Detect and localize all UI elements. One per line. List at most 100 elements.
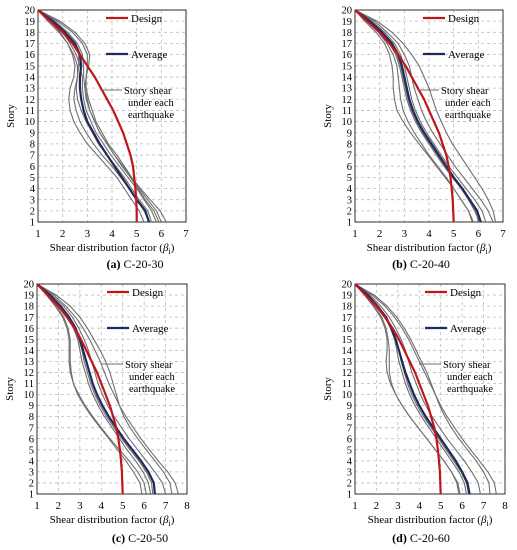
y-tick-label: 13 (25, 84, 36, 95)
x-tick-label: 1 (35, 228, 41, 240)
x-axis-label-symbol: β (162, 242, 169, 254)
y-tick-label: 19 (342, 291, 353, 302)
y-tick-label: 18 (342, 302, 353, 313)
legend-each-label-line3: earthquake (128, 110, 174, 121)
series-line-design (354, 9, 455, 223)
series-line-design (354, 283, 442, 495)
y-tick-label: 9 (29, 401, 34, 412)
x-axis-label-subscript: i (168, 519, 171, 528)
y-tick-label: 15 (342, 61, 353, 72)
x-axis-label-symbol: β (479, 242, 486, 254)
y-tick-label: 16 (25, 50, 36, 61)
y-tick-label: 13 (24, 357, 35, 368)
y-tick-label: 15 (24, 335, 35, 346)
y-tick-label: 14 (24, 346, 35, 357)
y-tick-label: 8 (29, 412, 34, 423)
y-tick-label: 19 (25, 17, 36, 28)
series-line-each (354, 283, 491, 495)
x-tick-label: 7 (163, 500, 169, 512)
x-tick-label: 3 (402, 228, 408, 240)
panel-caption-text: C-20-60 (407, 531, 450, 545)
legend-design-label: Design (448, 13, 480, 25)
x-tick-label: 1 (352, 228, 358, 240)
x-tick-label: 5 (120, 500, 126, 512)
legend-each-label-line3: earthquake (445, 110, 491, 121)
legend-average-label: Average (131, 49, 168, 61)
panel-caption: (d) C-20-60 (392, 531, 450, 545)
x-axis-label-subscript: i (485, 247, 488, 256)
panel-caption-text: C-20-40 (407, 257, 450, 271)
y-axis-label: Story (4, 377, 16, 401)
x-axis-label-end: ) (489, 514, 493, 526)
y-tick-label: 16 (342, 50, 353, 61)
y-tick-label: 4 (347, 456, 353, 467)
y-tick-label: 3 (347, 195, 352, 206)
y-tick-label: 11 (24, 379, 34, 390)
y-tick-label: 3 (30, 195, 35, 206)
x-axis-label-subscript: i (486, 519, 489, 528)
legend-average-label: Average (450, 323, 487, 335)
y-tick-label: 17 (342, 39, 353, 50)
panel-caption-label: (d) (392, 531, 407, 545)
y-tick-label: 6 (30, 162, 35, 173)
x-tick-label: 1 (352, 500, 358, 512)
x-tick-label: 7 (481, 500, 487, 512)
series-line-average (37, 9, 151, 223)
x-axis-label: Shear distribution factor (βi) (50, 514, 175, 528)
legend-each-label-line1: Story shear (124, 86, 172, 97)
y-tick-label: 20 (24, 280, 35, 291)
y-axis-label: Story (5, 104, 17, 128)
y-tick-label: 15 (342, 335, 353, 346)
y-tick-label: 17 (24, 313, 35, 324)
y-tick-label: 10 (25, 117, 36, 128)
x-axis-label-subscript: i (168, 247, 171, 256)
x-tick-label: 2 (374, 500, 380, 512)
x-axis-label-end: ) (171, 242, 175, 254)
y-tick-label: 2 (29, 479, 34, 490)
series-line-each (354, 9, 497, 223)
y-tick-label: 2 (347, 479, 352, 490)
y-tick-label: 19 (24, 291, 35, 302)
y-tick-label: 9 (347, 128, 352, 139)
legend-each-label-line2: under each (128, 98, 175, 109)
series-line-each (36, 283, 147, 495)
panel-caption: (a) C-20-30 (107, 257, 164, 271)
y-tick-label: 17 (25, 39, 36, 50)
x-tick-label: 2 (60, 228, 66, 240)
x-axis-label-end: ) (171, 514, 175, 526)
series-line-each (354, 9, 487, 223)
x-axis-label-end: ) (488, 242, 492, 254)
y-tick-label: 6 (347, 162, 352, 173)
legend-each-label-line3: earthquake (447, 384, 493, 395)
panel-caption-label: (b) (392, 257, 407, 271)
series-line-each (36, 283, 179, 495)
series-line-each (354, 283, 481, 495)
y-tick-label: 3 (347, 467, 352, 478)
y-tick-label: 2 (347, 206, 352, 217)
series-line-each (36, 283, 173, 495)
x-tick-label: 4 (109, 228, 115, 240)
y-tick-label: 18 (25, 28, 36, 39)
y-tick-label: 10 (342, 390, 353, 401)
y-tick-label: 14 (342, 73, 353, 84)
x-axis-label-text: Shear distribution factor ( (367, 242, 481, 254)
x-axis-label: Shear distribution factor (βi) (368, 514, 493, 528)
y-tick-label: 14 (342, 346, 353, 357)
legend-design-label: Design (450, 287, 482, 299)
x-tick-label: 5 (438, 500, 444, 512)
series-line-design (37, 9, 138, 222)
legend-average-label: Average (132, 323, 169, 335)
y-tick-label: 20 (342, 6, 353, 17)
y-tick-label: 15 (25, 61, 36, 72)
x-axis-label-text: Shear distribution factor ( (50, 514, 164, 526)
legend-design-label: Design (132, 287, 164, 299)
plot-frame (36, 283, 188, 495)
x-tick-label: 6 (159, 228, 165, 240)
series-line-each (37, 9, 167, 223)
x-tick-label: 8 (184, 500, 190, 512)
